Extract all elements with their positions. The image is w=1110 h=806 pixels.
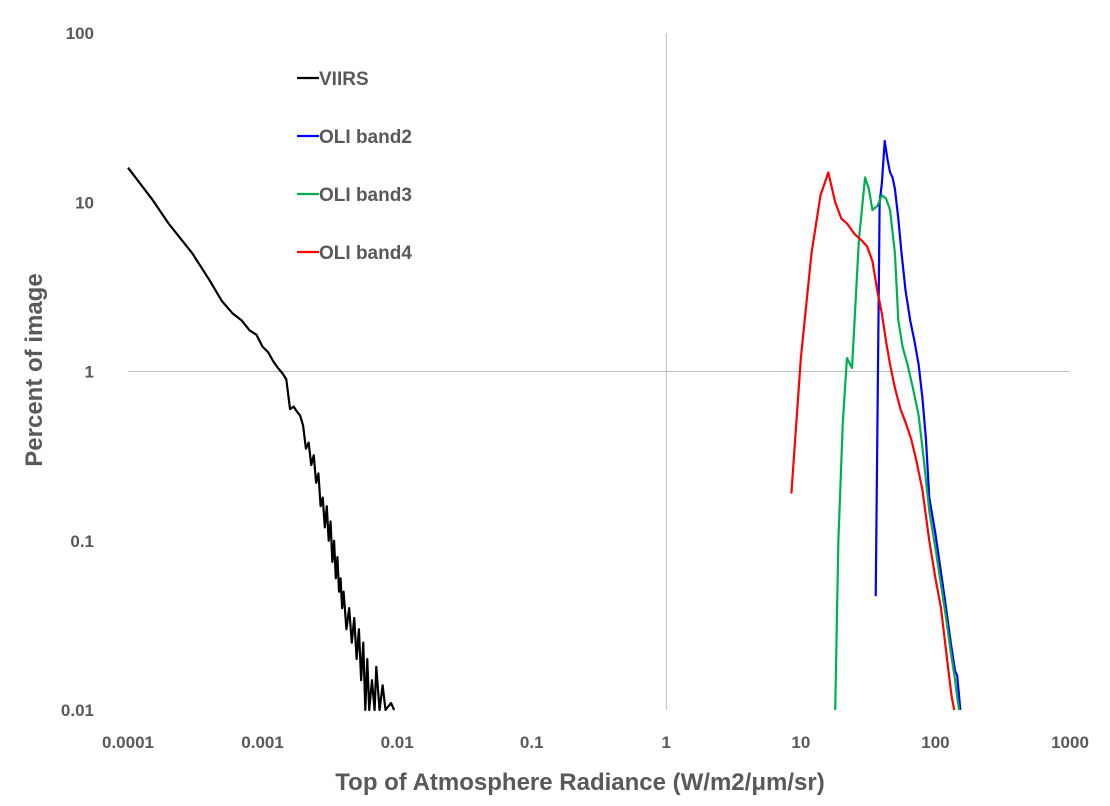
series-line-oli-band4 [790,171,956,711]
x-tick-label: 10 [791,733,810,752]
y-tick-label: 0.01 [61,701,94,720]
x-tick-label: 1000 [1051,733,1089,752]
legend-label: VIIRS [319,69,369,90]
legend-label: OLI band2 [319,127,412,148]
legend-label: OLI band4 [319,243,412,264]
x-tick-label: 0.01 [381,733,414,752]
x-tick-label: 0.1 [520,733,544,752]
y-tick-label: 1 [85,363,94,382]
y-axis-title: Percent of image [21,273,48,466]
x-axis-title: Top of Atmosphere Radiance (W/m2/μm/sr) [335,769,824,796]
x-tick-label: 0.0001 [102,733,154,752]
x-tick-label: 0.001 [241,733,284,752]
series-line-oli-band3 [834,176,961,711]
x-tick-label: 1 [662,733,671,752]
series-line-oli-band2 [874,139,962,711]
y-tick-label: 100 [66,24,94,43]
y-tick-label: 10 [75,193,94,212]
x-tick-label: 100 [921,733,949,752]
series-line-viirs [127,167,396,712]
y-tick-label: 0.1 [70,532,94,551]
legend-label: OLI band3 [319,185,412,206]
